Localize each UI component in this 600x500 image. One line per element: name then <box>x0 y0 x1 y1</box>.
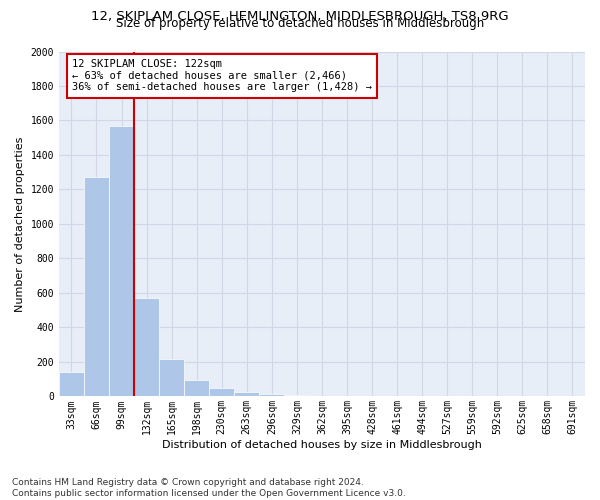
Bar <box>284 394 310 396</box>
Bar <box>259 394 284 396</box>
X-axis label: Distribution of detached houses by size in Middlesbrough: Distribution of detached houses by size … <box>162 440 482 450</box>
Bar <box>159 360 184 397</box>
Text: Contains HM Land Registry data © Crown copyright and database right 2024.
Contai: Contains HM Land Registry data © Crown c… <box>12 478 406 498</box>
Bar <box>209 388 234 396</box>
Text: 12 SKIPLAM CLOSE: 122sqm
← 63% of detached houses are smaller (2,466)
36% of sem: 12 SKIPLAM CLOSE: 122sqm ← 63% of detach… <box>72 60 372 92</box>
Text: Size of property relative to detached houses in Middlesbrough: Size of property relative to detached ho… <box>116 18 484 30</box>
Bar <box>109 126 134 396</box>
Bar <box>234 392 259 396</box>
Bar <box>184 380 209 396</box>
Y-axis label: Number of detached properties: Number of detached properties <box>15 136 25 312</box>
Bar <box>84 178 109 396</box>
Text: 12, SKIPLAM CLOSE, HEMLINGTON, MIDDLESBROUGH, TS8 9RG: 12, SKIPLAM CLOSE, HEMLINGTON, MIDDLESBR… <box>91 10 509 23</box>
Bar <box>134 298 159 396</box>
Bar <box>59 372 84 396</box>
